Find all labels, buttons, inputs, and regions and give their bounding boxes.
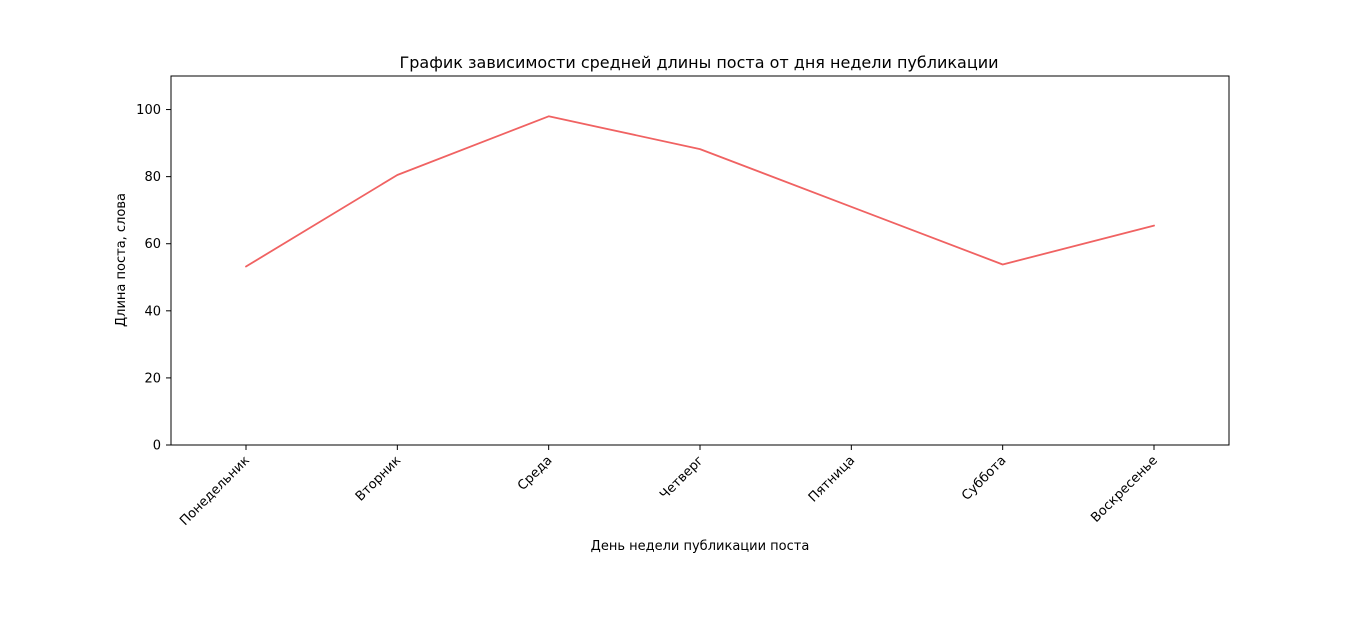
y-tick-label: 20 <box>144 371 161 386</box>
x-tick-label: Суббота <box>959 453 1009 503</box>
y-tick-label: 60 <box>144 237 161 252</box>
y-axis: 0 20 40 60 80 100 <box>136 103 171 454</box>
x-tick-label: Понедельник <box>177 453 253 529</box>
x-tick-label: Пятница <box>806 453 858 505</box>
x-tick-label: Четверг <box>657 453 707 503</box>
x-tick-label: Воскресенье <box>1088 453 1160 525</box>
x-tick-label: Среда <box>515 453 556 494</box>
plot-frame <box>170 75 1230 446</box>
x-axis-label: День недели публикации поста <box>591 539 810 554</box>
y-tick-label: 40 <box>144 304 161 319</box>
y-axis-label: Длина поста, слова <box>114 193 129 327</box>
x-axis: Понедельник Вторник Среда Четверг Пятница Суб… <box>177 445 1161 529</box>
x-tick-label: Вторник <box>353 453 404 504</box>
y-tick-label: 0 <box>153 439 161 454</box>
chart-title: График зависимости средней длины поста о… <box>399 53 998 72</box>
series-layer <box>245 115 1155 268</box>
plot-area <box>170 75 1230 446</box>
series-line <box>245 115 1155 268</box>
y-tick-label: 100 <box>136 103 161 118</box>
y-tick-label: 80 <box>144 170 161 185</box>
